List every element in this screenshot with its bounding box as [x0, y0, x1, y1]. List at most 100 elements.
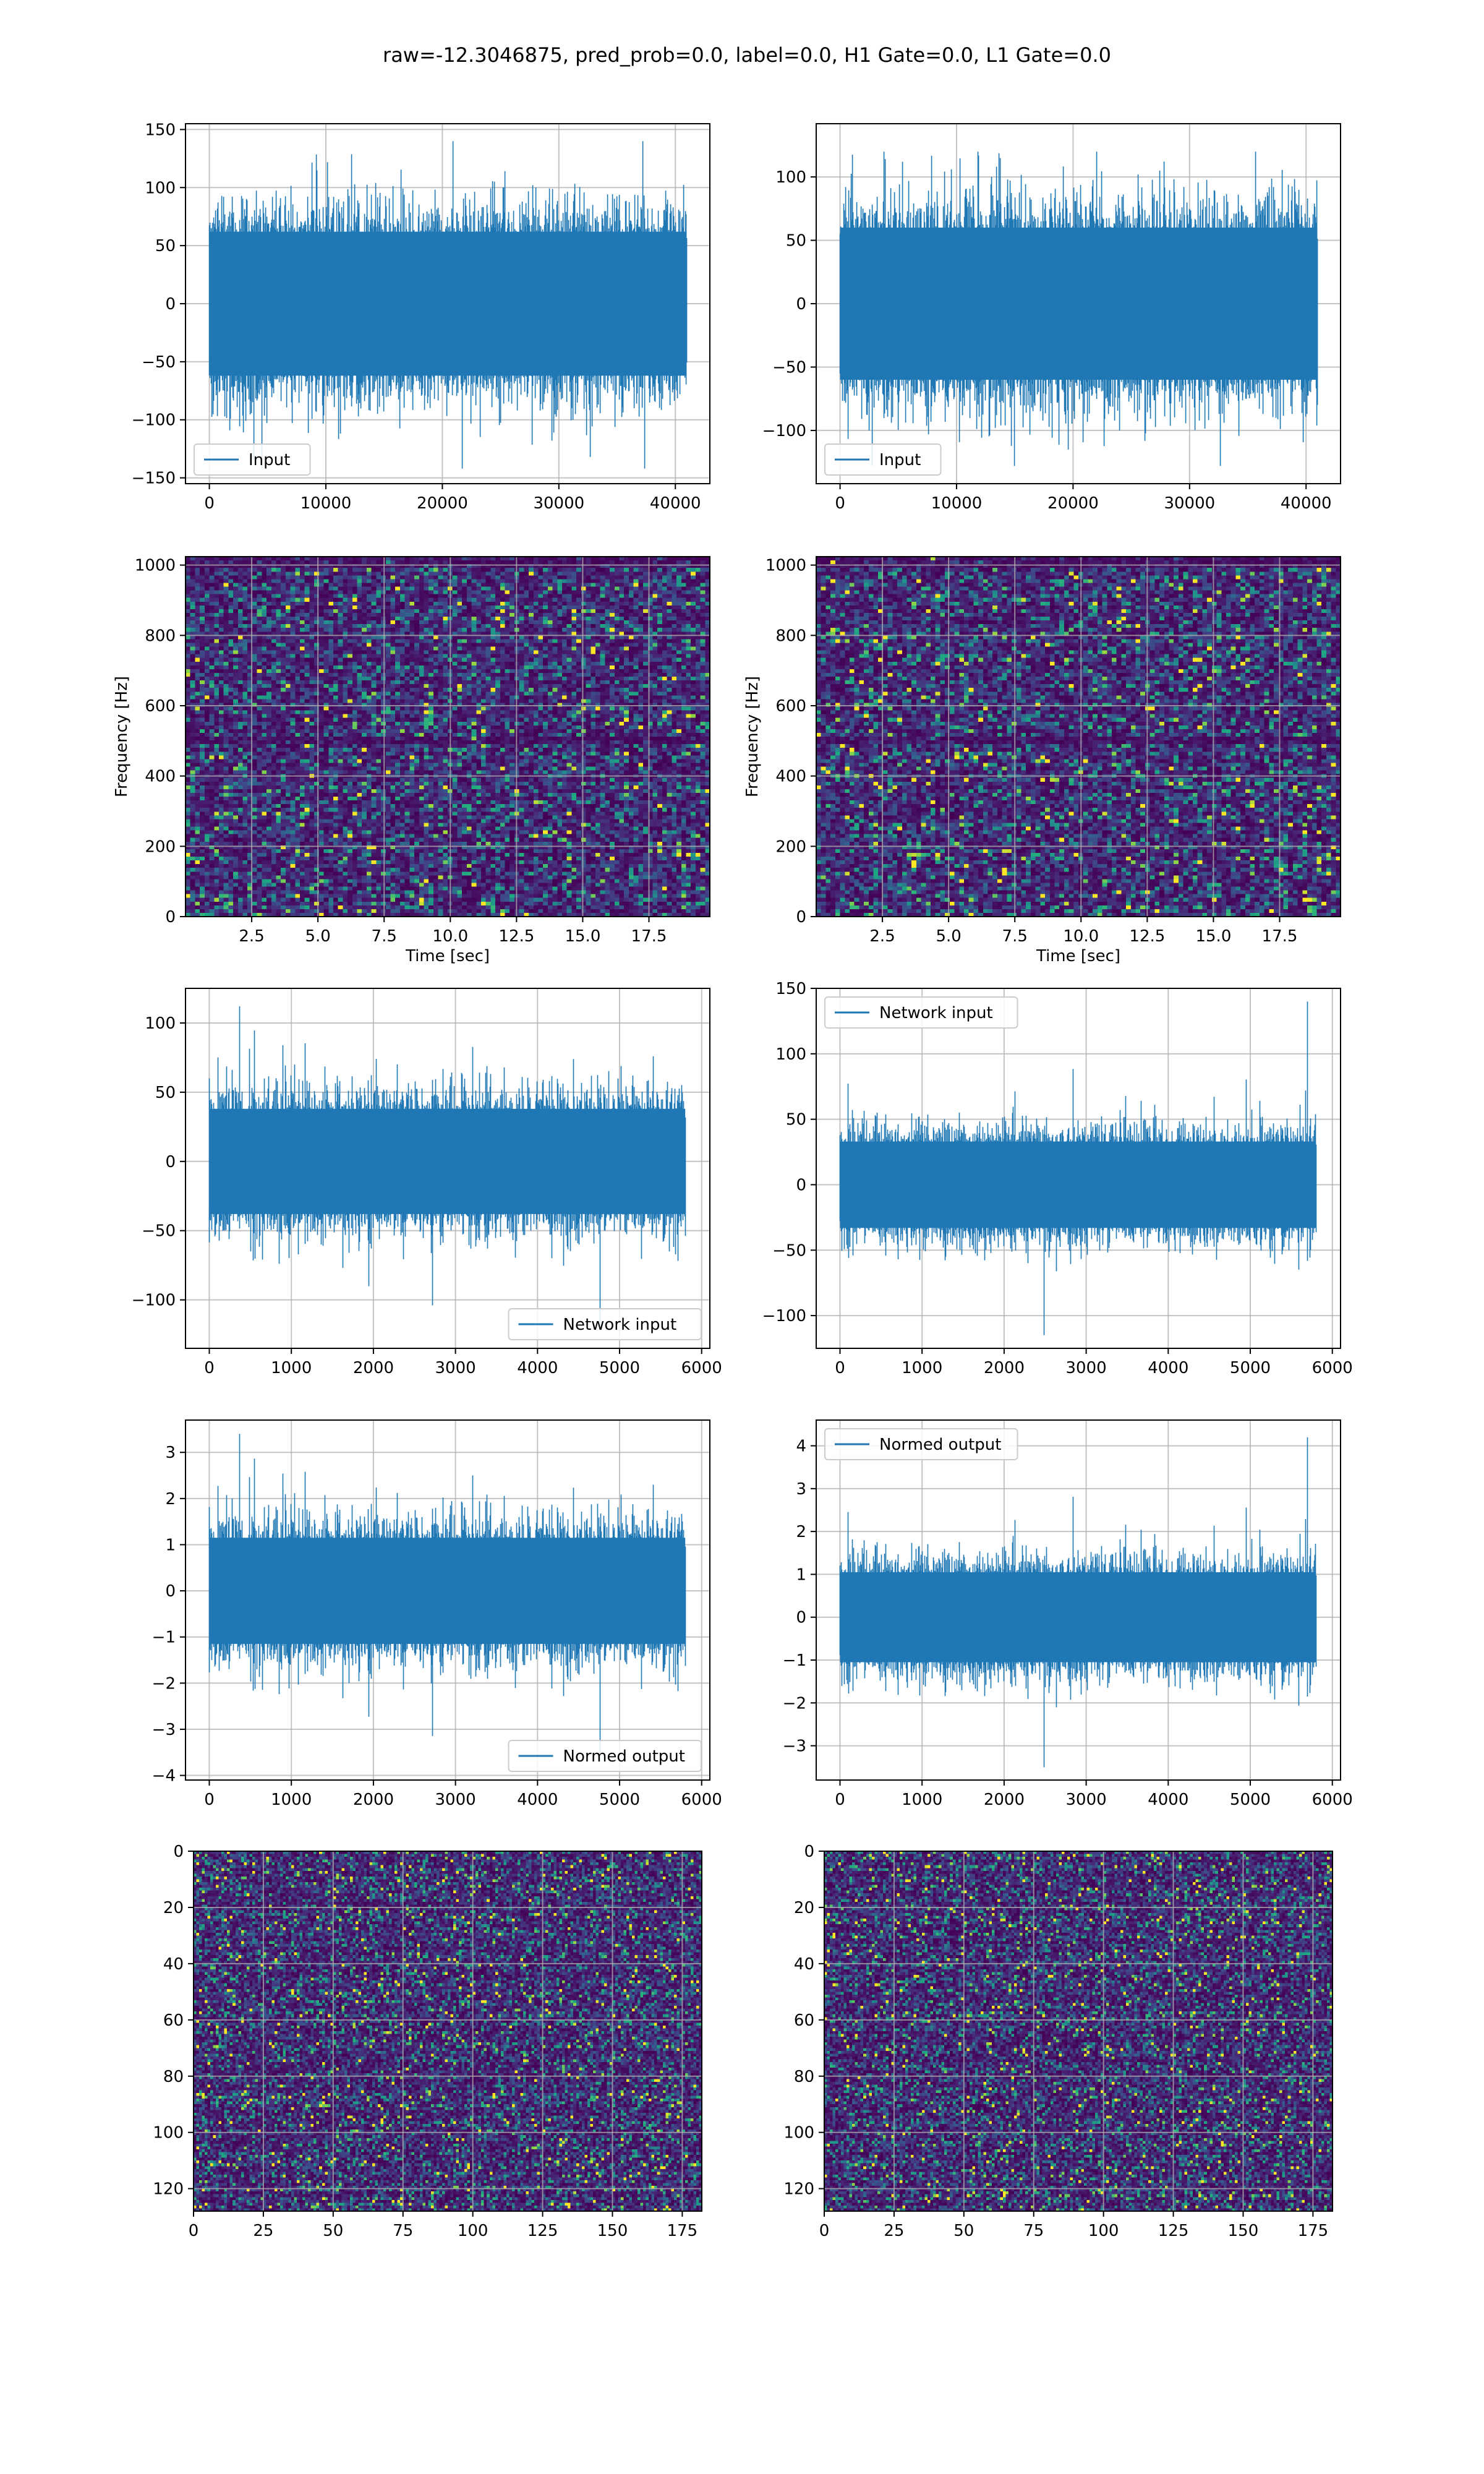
heatmap-cell	[362, 602, 367, 606]
heatmap-cell	[571, 639, 576, 643]
heatmap-cell	[643, 617, 648, 621]
heatmap-cell	[686, 628, 691, 632]
heatmap-cell	[429, 579, 433, 583]
heatmap-cell	[696, 579, 701, 583]
heatmap-cell	[500, 628, 505, 632]
heatmap-cell	[548, 598, 553, 602]
heatmap-cell	[481, 624, 486, 628]
heatmap-cell	[309, 587, 314, 591]
heatmap-cell	[600, 568, 605, 572]
heatmap-cell	[652, 594, 657, 599]
heatmap-cell	[291, 594, 296, 599]
heatmap-cell	[405, 579, 410, 583]
heatmap-cell	[338, 639, 343, 643]
heatmap-cell	[600, 651, 605, 655]
heatmap-cell	[557, 560, 562, 565]
heatmap-cell	[615, 647, 620, 651]
heatmap-cell	[510, 602, 514, 606]
heatmap-cell	[581, 583, 586, 587]
heatmap-cell	[595, 560, 600, 565]
heatmap-cell	[481, 587, 486, 591]
heatmap-cell	[681, 575, 686, 580]
heatmap-cell	[662, 598, 667, 602]
heatmap-cell	[500, 647, 505, 651]
heatmap-cell	[600, 598, 605, 602]
heatmap-cell	[576, 643, 581, 647]
heatmap-cell	[500, 624, 505, 628]
heatmap-cell	[495, 560, 500, 565]
heatmap-cell	[505, 639, 510, 643]
heatmap-cell	[190, 606, 195, 610]
heatmap-cell	[276, 587, 281, 591]
heatmap-cell	[414, 643, 419, 647]
heatmap-cell	[472, 598, 477, 602]
heatmap-cell	[519, 628, 524, 632]
legend-label: Input	[249, 451, 290, 469]
heatmap-cell	[610, 639, 615, 643]
heatmap-cell	[267, 643, 271, 647]
heatmap-cell	[638, 602, 643, 606]
heatmap-cell	[571, 628, 576, 632]
heatmap-cell	[314, 617, 319, 621]
heatmap-cell	[605, 606, 610, 610]
heatmap-cell	[395, 583, 400, 587]
heatmap-cell	[395, 647, 400, 651]
heatmap-cell	[286, 643, 291, 647]
heatmap-cell	[305, 620, 310, 625]
heatmap-cell	[243, 647, 248, 651]
heatmap-cell	[276, 560, 281, 565]
heatmap-cell	[309, 606, 314, 610]
heatmap-cell	[219, 594, 224, 599]
heatmap-cell	[696, 624, 701, 628]
heatmap-cell	[281, 594, 286, 599]
heatmap-cell	[652, 579, 657, 583]
heatmap-cell	[262, 624, 267, 628]
heatmap-cell	[557, 609, 562, 614]
heatmap-cell	[529, 594, 534, 599]
heatmap-cell	[581, 643, 586, 647]
heatmap-cell	[210, 560, 215, 565]
heatmap-cell	[519, 591, 524, 595]
heatmap-cell	[438, 624, 443, 628]
heatmap-cell	[638, 606, 643, 610]
heatmap-cell	[200, 591, 205, 595]
heatmap-cell	[243, 575, 248, 580]
heatmap-cell	[676, 620, 681, 625]
heatmap-cell	[409, 594, 414, 599]
heatmap-cell	[686, 591, 691, 595]
heatmap-cell	[433, 606, 438, 610]
heatmap-cell	[291, 575, 296, 580]
heatmap-cell	[386, 606, 391, 610]
heatmap-cell	[457, 594, 462, 599]
heatmap-cell	[343, 609, 348, 614]
heatmap-cell	[228, 571, 233, 576]
heatmap-cell	[357, 651, 362, 655]
heatmap-cell	[629, 639, 634, 643]
heatmap-cell	[662, 643, 667, 647]
heatmap-cell	[300, 583, 305, 587]
heatmap-cell	[500, 598, 505, 602]
heatmap-cell	[510, 624, 514, 628]
heatmap-cell	[219, 560, 224, 565]
heatmap-cell	[376, 624, 381, 628]
heatmap-cell	[462, 587, 467, 591]
heatmap-cell	[319, 639, 324, 643]
heatmap-cell	[243, 583, 248, 587]
heatmap-cell	[405, 647, 410, 651]
heatmap-cell	[681, 643, 686, 647]
heatmap-cell	[510, 587, 514, 591]
heatmap-cell	[295, 639, 300, 643]
heatmap-cell	[343, 568, 348, 572]
heatmap-cell	[620, 587, 625, 591]
heatmap-cell	[343, 579, 348, 583]
heatmap-cell	[219, 587, 224, 591]
heatmap-cell	[186, 575, 190, 580]
heatmap-cell	[324, 560, 329, 565]
heatmap-cell	[505, 594, 510, 599]
heatmap-cell	[195, 643, 200, 647]
heatmap-cell	[500, 617, 505, 621]
heatmap-cell	[419, 583, 424, 587]
heatmap-cell	[453, 617, 458, 621]
heatmap-cell	[281, 647, 286, 651]
heatmap-cell	[624, 575, 629, 580]
